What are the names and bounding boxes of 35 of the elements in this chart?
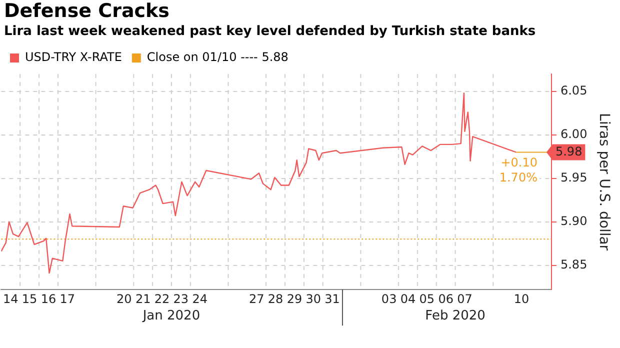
y-tick-label: 5.85 xyxy=(560,257,588,272)
y-axis-title: Liras per U.S. dollar xyxy=(596,113,612,251)
annotation: +0.10 xyxy=(500,155,538,170)
x-tick-label: 30 xyxy=(306,292,322,306)
x-tick-label: 15 xyxy=(22,292,38,306)
x-tick-label: 04 xyxy=(400,292,416,306)
x-tick-label: 28 xyxy=(268,292,284,306)
x-tick-label: 03 xyxy=(381,292,397,306)
x-tick-label: 14 xyxy=(2,292,18,306)
x-tick-label: 07 xyxy=(457,292,472,306)
y-tick-label: 6.05 xyxy=(560,84,588,98)
chart-title: Defense Cracks xyxy=(4,0,170,22)
x-tick-label: 20 xyxy=(116,292,132,306)
y-tick-label: 6.00 xyxy=(560,126,588,141)
text: Jan 2020 xyxy=(142,308,200,324)
x-tick-label: 06 xyxy=(438,292,454,306)
legend-label: USD-TRY X-RATE xyxy=(25,50,122,64)
text: Feb 2020 xyxy=(425,308,486,324)
x-tick-label: 21 xyxy=(135,292,151,306)
x-tick-label: 23 xyxy=(173,292,189,306)
x-tick-label: 16 xyxy=(40,292,56,306)
y-tick-label: 5.95 xyxy=(560,170,588,184)
x-tick-label: 10 xyxy=(514,292,530,306)
y-tick-label: 5.90 xyxy=(560,214,588,228)
x-tick-label: 17 xyxy=(60,292,76,306)
chart-subtitle: Lira last week weakened past key level defended by Turkish state banks xyxy=(4,24,536,39)
annotation: 5.98 xyxy=(555,144,582,158)
x-tick-label: 31 xyxy=(324,292,340,306)
annotation: 1.70% xyxy=(499,170,538,184)
x-tick-label: 29 xyxy=(286,292,302,306)
x-tick-label: 24 xyxy=(192,292,208,306)
x-tick-label: 27 xyxy=(248,292,264,306)
x-tick-label: 05 xyxy=(419,292,435,306)
legend-label: Close on 01/10 ---- 5.88 xyxy=(146,50,288,64)
x-tick-label: 22 xyxy=(154,292,170,306)
